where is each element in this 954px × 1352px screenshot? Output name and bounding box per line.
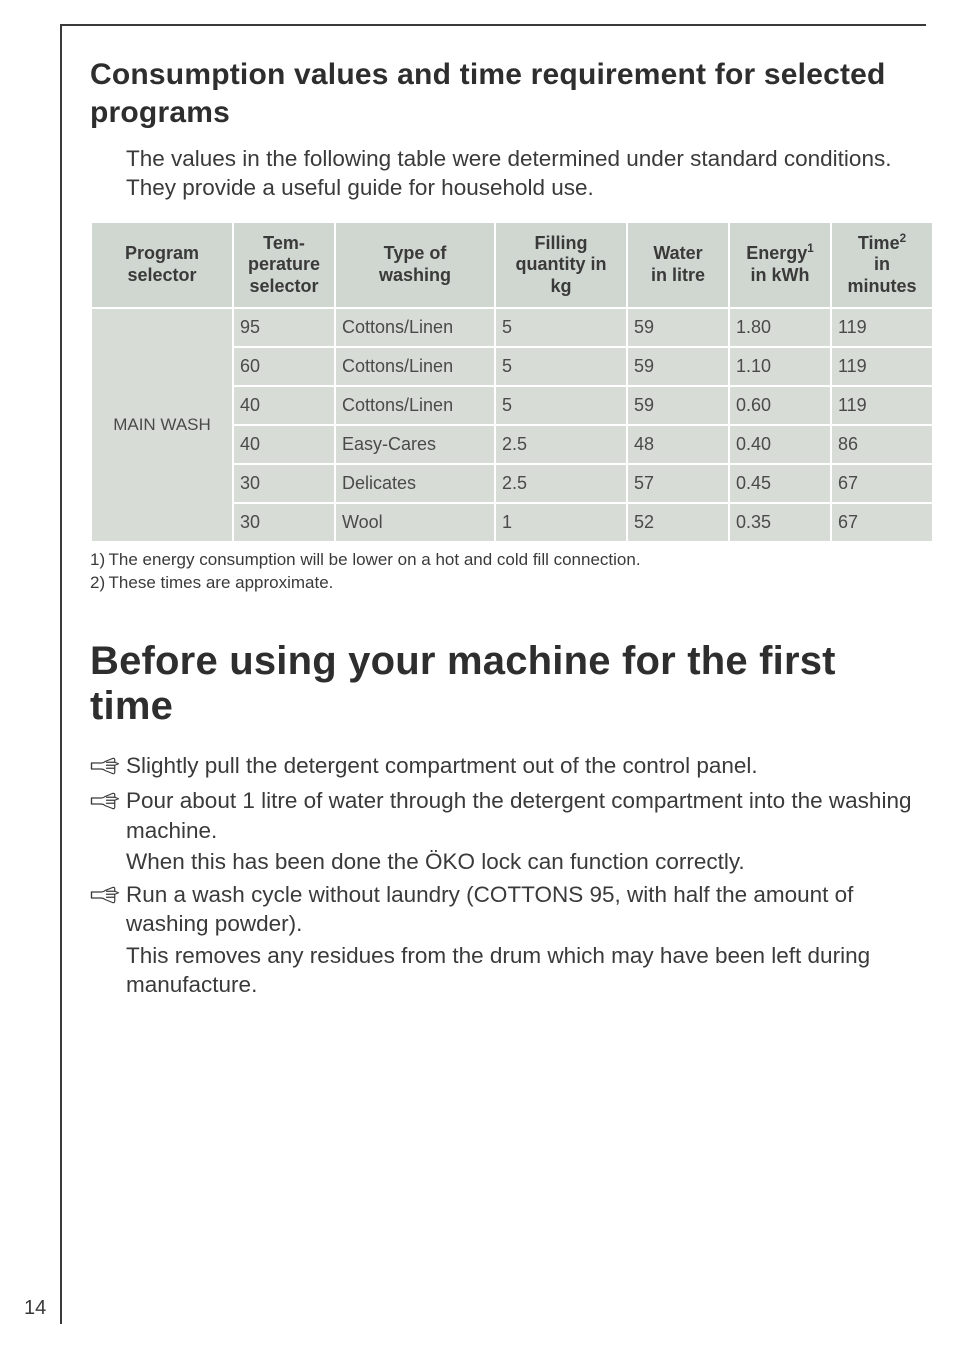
table-cell: Cottons/Linen: [336, 387, 494, 424]
table-rowgroup-label: MAIN WASH: [92, 309, 232, 541]
table-cell: 2.5: [496, 426, 626, 463]
table-cell: 48: [628, 426, 728, 463]
table-cell: 119: [832, 309, 932, 346]
table-cell: Delicates: [336, 465, 494, 502]
table-header-cell: Programselector: [92, 223, 232, 308]
section-intro: The values in the following table were d…: [126, 145, 918, 203]
step-paragraph: Slightly pull the detergent compartment …: [126, 751, 918, 780]
page-number: 14: [24, 1297, 46, 1320]
hand-icon: [90, 786, 126, 817]
footnote: 1) The energy consumption will be lower …: [90, 549, 918, 572]
table-cell: 30: [234, 504, 334, 541]
table-cell: 52: [628, 504, 728, 541]
table-cell: 40: [234, 387, 334, 424]
table-header-row: ProgramselectorTem-peratureselectorType …: [92, 223, 932, 308]
table-header-cell: Fillingquantity inkg: [496, 223, 626, 308]
table-header-cell: Waterin litre: [628, 223, 728, 308]
table-cell: 1.10: [730, 348, 830, 385]
table-cell: 86: [832, 426, 932, 463]
step-paragraph: When this has been done the ÖKO lock can…: [126, 847, 918, 876]
table-cell: 119: [832, 387, 932, 424]
table-cell: 95: [234, 309, 334, 346]
steps-list: Slightly pull the detergent compartment …: [90, 751, 918, 999]
before-first-use-title: Before using your machine for the first …: [90, 639, 918, 729]
table-cell: 0.45: [730, 465, 830, 502]
table-cell: Wool: [336, 504, 494, 541]
table-cell: 59: [628, 348, 728, 385]
step-text: Pour about 1 litre of water through the …: [126, 786, 918, 876]
table-header-cell: Tem-peratureselector: [234, 223, 334, 308]
step-item: Pour about 1 litre of water through the …: [90, 786, 918, 876]
hand-icon: [90, 751, 126, 782]
table-header-cell: Energy1in kWh: [730, 223, 830, 308]
table-cell: 119: [832, 348, 932, 385]
table-cell: 0.35: [730, 504, 830, 541]
consumption-table: ProgramselectorTem-peratureselectorType …: [90, 221, 934, 544]
table-cell: Cottons/Linen: [336, 309, 494, 346]
step-paragraph: Pour about 1 litre of water through the …: [126, 786, 918, 845]
table-cell: 60: [234, 348, 334, 385]
table-cell: 30: [234, 465, 334, 502]
footnote: 2) These times are approximate.: [90, 572, 918, 595]
table-cell: 0.40: [730, 426, 830, 463]
table-cell: 5: [496, 387, 626, 424]
step-item: Run a wash cycle without laundry (COTTON…: [90, 880, 918, 999]
section-title: Consumption values and time requirement …: [90, 56, 918, 131]
table-cell: Cottons/Linen: [336, 348, 494, 385]
table-cell: 1: [496, 504, 626, 541]
table-cell: 5: [496, 348, 626, 385]
table-cell: 59: [628, 309, 728, 346]
table-cell: 57: [628, 465, 728, 502]
table-header-cell: Time2inminutes: [832, 223, 932, 308]
table-cell: 67: [832, 465, 932, 502]
table-cell: 59: [628, 387, 728, 424]
hand-icon: [90, 880, 126, 911]
table-cell: 40: [234, 426, 334, 463]
table-cell: 67: [832, 504, 932, 541]
table-cell: 2.5: [496, 465, 626, 502]
step-item: Slightly pull the detergent compartment …: [90, 751, 918, 782]
table-cell: 0.60: [730, 387, 830, 424]
table-cell: 5: [496, 309, 626, 346]
table-cell: Easy-Cares: [336, 426, 494, 463]
step-text: Slightly pull the detergent compartment …: [126, 751, 918, 780]
step-paragraph: This removes any residues from the drum …: [126, 941, 918, 1000]
table-row: MAIN WASH95Cottons/Linen5591.80119: [92, 309, 932, 346]
table-footnotes: 1) The energy consumption will be lower …: [90, 549, 918, 595]
table-cell: 1.80: [730, 309, 830, 346]
step-paragraph: Run a wash cycle without laundry (COTTON…: [126, 880, 918, 939]
step-text: Run a wash cycle without laundry (COTTON…: [126, 880, 918, 999]
table-header-cell: Type ofwashing: [336, 223, 494, 308]
